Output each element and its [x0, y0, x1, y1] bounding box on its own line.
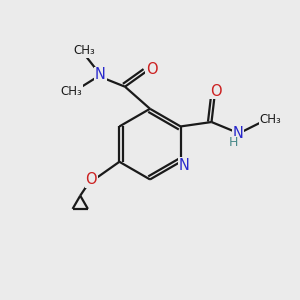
Text: CH₃: CH₃	[73, 44, 94, 57]
Text: N: N	[95, 68, 106, 82]
Text: O: O	[85, 172, 97, 187]
Text: CH₃: CH₃	[60, 85, 82, 98]
Text: O: O	[210, 84, 222, 99]
Text: O: O	[146, 61, 157, 76]
Text: N: N	[179, 158, 190, 173]
Text: CH₃: CH₃	[260, 112, 281, 126]
Text: N: N	[232, 126, 244, 141]
Text: H: H	[228, 136, 238, 149]
